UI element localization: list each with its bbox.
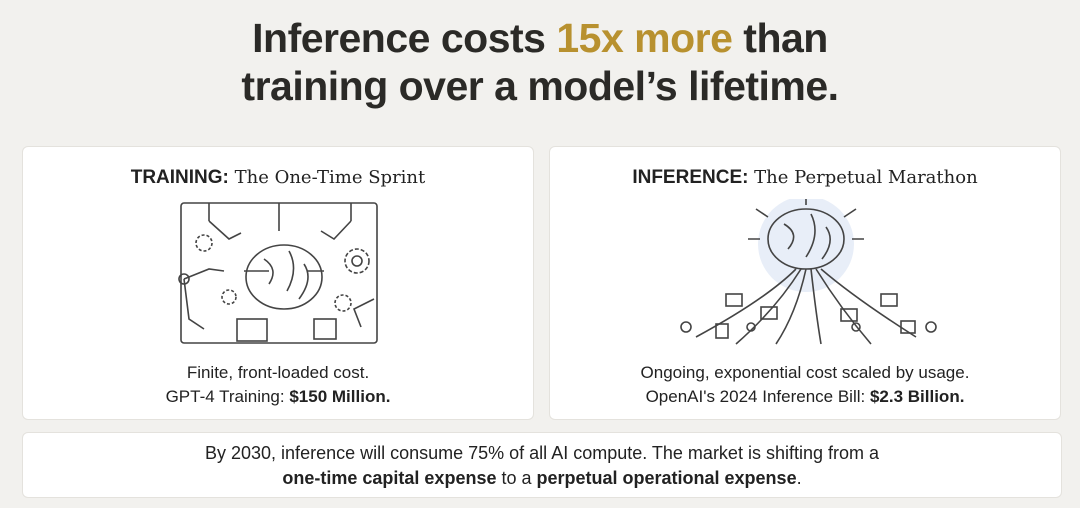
- footer-text: By 2030, inference will consume 75% of a…: [205, 443, 879, 463]
- cost-figure: $150 Million.: [289, 387, 391, 406]
- headline-highlight: 15x more: [556, 15, 733, 61]
- card-name: The Perpetual Marathon: [748, 167, 978, 188]
- headline-text: training over a model’s lifetime.: [241, 63, 839, 109]
- training-card: TRAINING: The One-Time Sprint Finite, fr…: [22, 146, 534, 420]
- headline: Inference costs 15x more than training o…: [0, 14, 1080, 110]
- footer-text: .: [796, 468, 802, 488]
- inference-card: INFERENCE: The Perpetual Marathon Ongoin…: [549, 146, 1061, 420]
- footer-text: to a: [496, 468, 537, 488]
- description-line: Finite, front-loaded cost.: [186, 363, 370, 382]
- headline-text: Inference costs: [252, 15, 557, 61]
- cost-figure: $2.3 Billion.: [869, 387, 965, 406]
- card-title: INFERENCE: The Perpetual Marathon: [550, 167, 1060, 189]
- card-description: Finite, front-loaded cost. GPT-4 Trainin…: [23, 361, 533, 409]
- footer-emphasis: one-time capital expense: [282, 468, 497, 488]
- card-name: The One-Time Sprint: [228, 167, 426, 188]
- card-description: Ongoing, exponential cost scaled by usag…: [550, 361, 1060, 409]
- description-lead: OpenAI's 2024 Inference Bill:: [645, 387, 870, 406]
- card-label: TRAINING:: [130, 167, 229, 188]
- training-illustration: [178, 202, 378, 344]
- footer-emphasis: perpetual operational expense: [536, 468, 797, 488]
- description-lead: GPT-4 Training:: [165, 387, 290, 406]
- headline-text: than: [732, 15, 828, 61]
- description-line: Ongoing, exponential cost scaled by usag…: [640, 363, 970, 382]
- footer: By 2030, inference will consume 75% of a…: [22, 432, 1062, 498]
- inference-illustration: [680, 199, 937, 345]
- card-label: INFERENCE:: [632, 167, 749, 188]
- card-title: TRAINING: The One-Time Sprint: [23, 167, 533, 189]
